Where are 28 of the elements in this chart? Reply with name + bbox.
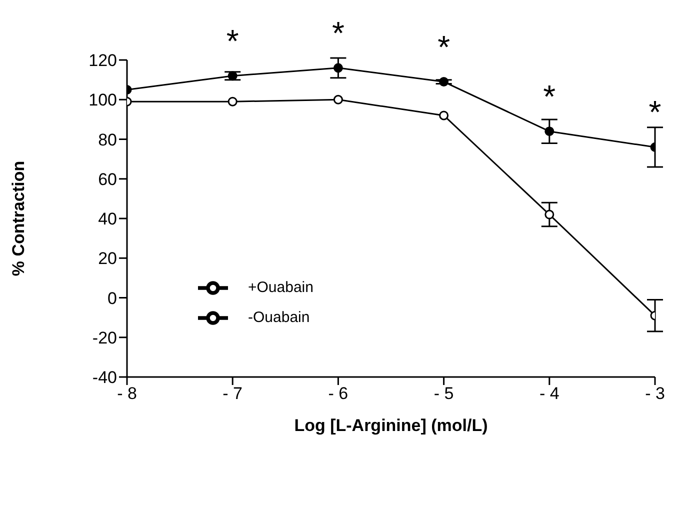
x-tick-label: - 6 [328,384,348,404]
x-tick-label: - 3 [645,384,665,404]
annotation: * [543,78,556,114]
x-tick-label: - 4 [539,384,560,404]
y-tick-label: 80 [98,130,117,150]
y-tick-label: 100 [88,90,117,110]
y-tick-label: 20 [98,249,117,268]
annotation: * [226,22,239,59]
y-tick-label: 120 [88,51,117,70]
point [333,94,343,104]
x-tick-label: - 8 [117,384,137,404]
annotation: * [648,94,662,130]
x-tick-label: - 7 [222,384,243,404]
annotation: * [332,14,344,51]
point [439,110,449,120]
point [333,63,343,73]
y-tick-label: 40 [98,210,117,229]
point [439,77,449,87]
y-tick-label: 0 [108,288,117,308]
legend-label: +Ouabain [248,278,314,296]
y-axis-title: % Contraction [9,160,28,276]
y-tick-label: -20 [92,328,117,348]
x-tick-label: - 5 [434,384,454,404]
annotation: * [438,28,450,65]
y-tick-label: -40 [92,368,117,388]
x-axis-title: Log [L-Arginine] (mol/L) [294,416,488,435]
legend-label: -Ouabain [248,308,310,326]
y-tick-label: 60 [98,170,117,189]
